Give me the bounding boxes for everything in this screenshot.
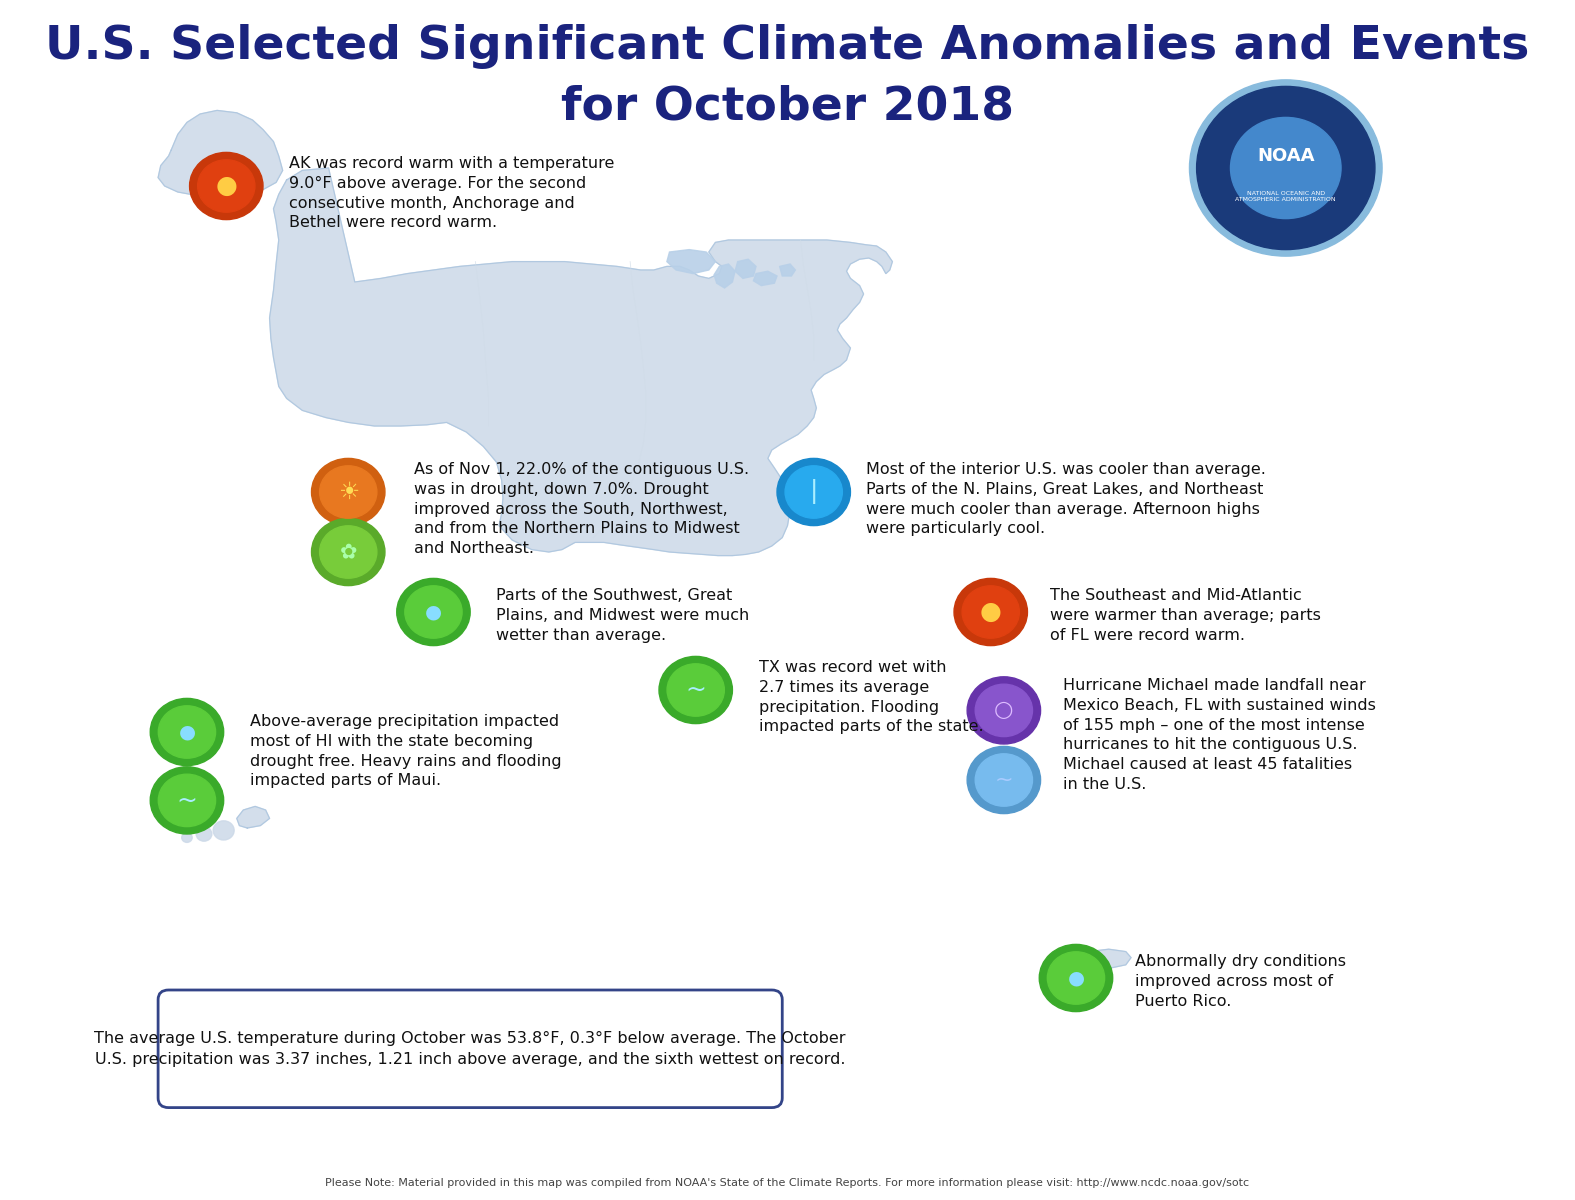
Circle shape [150, 767, 224, 834]
Polygon shape [753, 271, 776, 286]
Text: ~: ~ [994, 770, 1013, 790]
Text: NOAA: NOAA [1257, 146, 1315, 164]
Polygon shape [269, 168, 893, 556]
Text: TX was record wet with
2.7 times its average
precipitation. Flooding
impacted pa: TX was record wet with 2.7 times its ave… [759, 660, 983, 734]
Text: ○: ○ [994, 701, 1014, 720]
Circle shape [197, 827, 213, 841]
Circle shape [1189, 80, 1383, 256]
Circle shape [658, 656, 732, 724]
Text: U.S. Selected Significant Climate Anomalies and Events: U.S. Selected Significant Climate Anomal… [46, 24, 1529, 68]
Polygon shape [236, 806, 269, 828]
Circle shape [320, 466, 376, 518]
Text: ●: ● [216, 174, 238, 198]
Circle shape [189, 152, 263, 220]
Polygon shape [1079, 949, 1131, 970]
Circle shape [312, 458, 384, 526]
Circle shape [975, 754, 1033, 806]
Circle shape [1230, 118, 1340, 218]
Text: Hurricane Michael made landfall near
Mexico Beach, FL with sustained winds
of 15: Hurricane Michael made landfall near Mex… [1063, 678, 1375, 792]
Circle shape [1040, 944, 1112, 1012]
Circle shape [159, 774, 216, 827]
Text: Most of the interior U.S. was cooler than average.
Parts of the N. Plains, Great: Most of the interior U.S. was cooler tha… [866, 462, 1266, 536]
Circle shape [213, 821, 235, 840]
Circle shape [405, 586, 461, 638]
Text: ~: ~ [685, 678, 706, 702]
Circle shape [784, 466, 843, 518]
Text: ☀: ☀ [337, 480, 359, 504]
Text: Please Note: Material provided in this map was compiled from NOAA's State of the: Please Note: Material provided in this m… [326, 1178, 1249, 1188]
Text: ●: ● [1068, 968, 1085, 988]
Text: ●: ● [425, 602, 443, 622]
Text: ●: ● [980, 600, 1002, 624]
Text: Abnormally dry conditions
improved across most of
Puerto Rico.: Abnormally dry conditions improved acros… [1136, 954, 1347, 1008]
Circle shape [967, 677, 1041, 744]
Circle shape [1197, 86, 1375, 250]
Circle shape [150, 698, 224, 766]
Circle shape [312, 518, 384, 586]
Text: Parts of the Southwest, Great
Plains, and Midwest were much
wetter than average.: Parts of the Southwest, Great Plains, an… [496, 588, 750, 643]
Circle shape [668, 664, 724, 716]
Circle shape [776, 458, 851, 526]
Circle shape [962, 586, 1019, 638]
Circle shape [320, 526, 376, 578]
Text: As of Nov 1, 22.0% of the contiguous U.S.
was in drought, down 7.0%. Drought
imp: As of Nov 1, 22.0% of the contiguous U.S… [414, 462, 750, 557]
Text: The Southeast and Mid-Atlantic
were warmer than average; parts
of FL were record: The Southeast and Mid-Atlantic were warm… [1051, 588, 1320, 643]
Circle shape [967, 746, 1041, 814]
Circle shape [1047, 952, 1104, 1004]
Text: The average U.S. temperature during October was 53.8°F, 0.3°F below average. The: The average U.S. temperature during Octo… [94, 1031, 846, 1067]
Text: |: | [810, 480, 817, 504]
Text: AK was record warm with a temperature
9.0°F above average. For the second
consec: AK was record warm with a temperature 9.… [290, 156, 614, 230]
Text: ●: ● [178, 722, 195, 742]
Text: ✿: ✿ [340, 542, 358, 562]
Circle shape [954, 578, 1027, 646]
Polygon shape [713, 264, 736, 288]
Polygon shape [666, 250, 715, 274]
Text: NATIONAL OCEANIC AND
ATMOSPHERIC ADMINISTRATION: NATIONAL OCEANIC AND ATMOSPHERIC ADMINIS… [1235, 191, 1336, 202]
Polygon shape [158, 110, 282, 194]
Polygon shape [780, 264, 795, 276]
Text: ~: ~ [176, 788, 197, 812]
Circle shape [197, 160, 255, 212]
FancyBboxPatch shape [158, 990, 783, 1108]
Text: Above-average precipitation impacted
most of HI with the state becoming
drought : Above-average precipitation impacted mos… [250, 714, 562, 788]
Text: for October 2018: for October 2018 [561, 84, 1014, 128]
Circle shape [397, 578, 471, 646]
Circle shape [181, 833, 192, 842]
Polygon shape [736, 259, 756, 278]
Circle shape [159, 706, 216, 758]
Circle shape [975, 684, 1033, 737]
